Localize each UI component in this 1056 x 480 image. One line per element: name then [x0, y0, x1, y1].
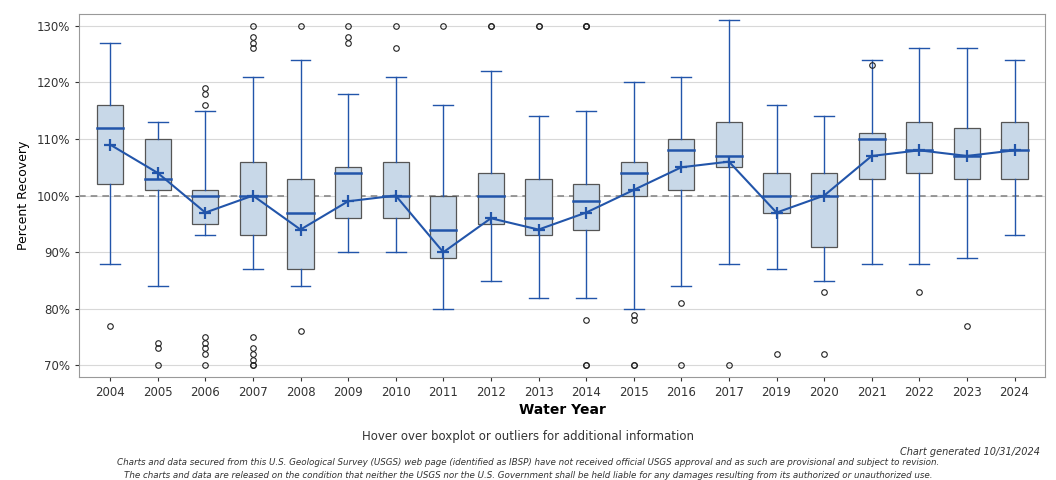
Bar [287, 179, 314, 269]
Y-axis label: Percent Recovery: Percent Recovery [17, 141, 30, 250]
Text: Hover over boxplot or outliers for additional information: Hover over boxplot or outliers for addit… [362, 430, 694, 443]
Bar [621, 162, 647, 196]
Bar [526, 179, 551, 235]
Text: Chart generated 10/31/2024: Chart generated 10/31/2024 [900, 447, 1040, 457]
Bar [954, 128, 980, 179]
Bar [906, 122, 932, 173]
X-axis label: Water Year: Water Year [518, 403, 606, 417]
Bar [97, 105, 124, 184]
Bar [811, 173, 837, 247]
Bar [716, 122, 742, 168]
Bar [382, 162, 409, 218]
Bar [668, 139, 695, 190]
Text: The charts and data are released on the condition that neither the USGS nor the : The charts and data are released on the … [124, 471, 932, 480]
Bar [1001, 122, 1027, 179]
Bar [477, 173, 504, 224]
Bar [240, 162, 266, 235]
Text: Charts and data secured from this U.S. Geological Survey (USGS) web page (identi: Charts and data secured from this U.S. G… [117, 458, 939, 467]
Bar [763, 173, 790, 213]
Bar [859, 133, 885, 179]
Bar [192, 190, 219, 224]
Bar [335, 168, 361, 218]
Bar [573, 184, 599, 229]
Bar [430, 196, 456, 258]
Bar [145, 139, 171, 190]
